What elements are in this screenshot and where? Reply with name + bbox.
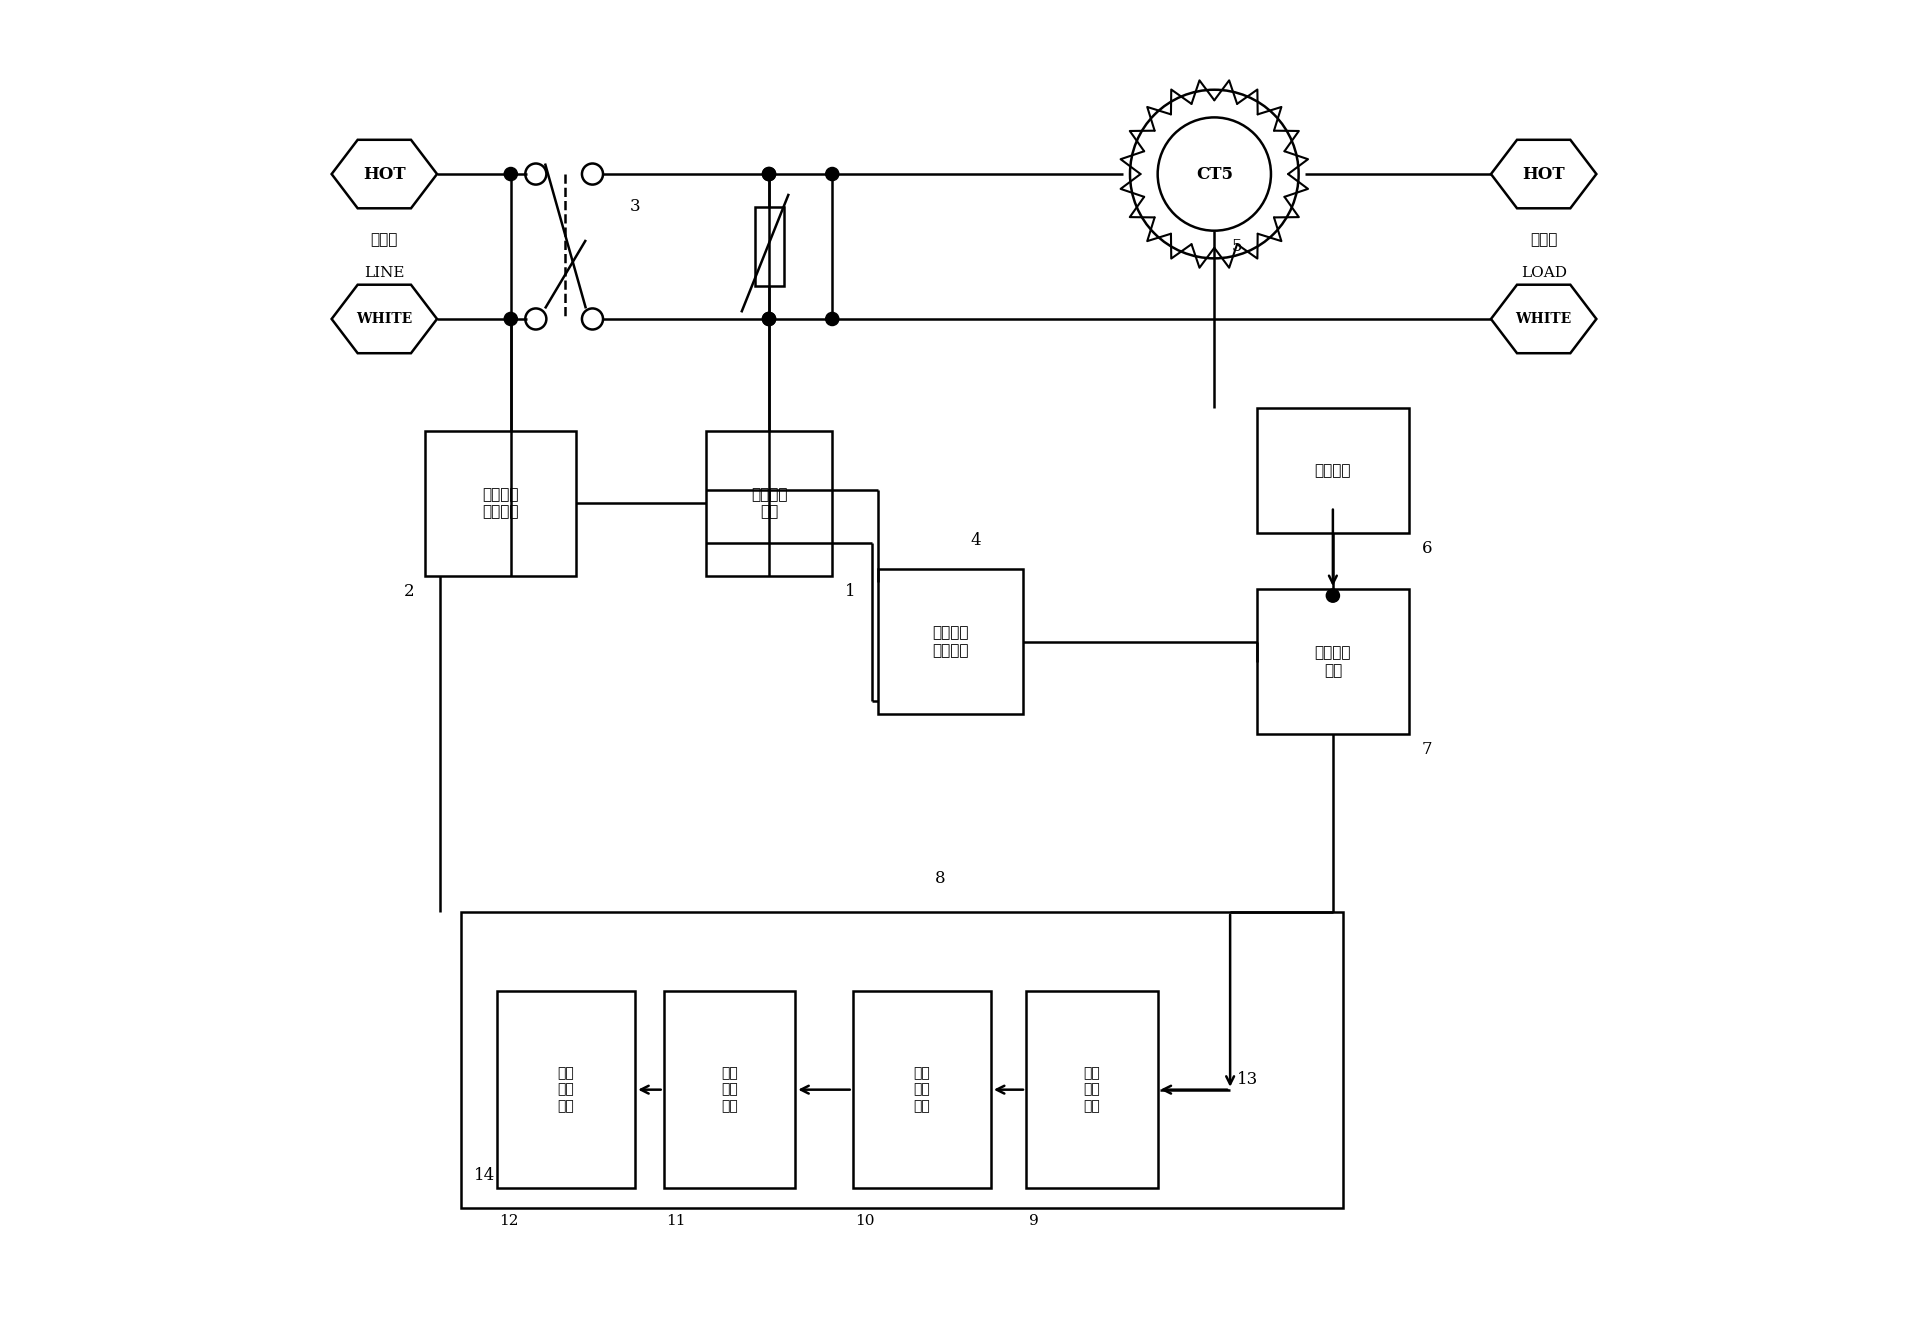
Text: 第一
放大
电路: 第一 放大 电路 — [1084, 1066, 1101, 1113]
Text: 11: 11 — [667, 1215, 686, 1229]
Text: 8: 8 — [935, 871, 945, 888]
Text: 第一
触发
电路: 第一 触发 电路 — [721, 1066, 738, 1113]
Text: 3: 3 — [629, 198, 640, 216]
Text: HOT: HOT — [1523, 165, 1566, 183]
Text: 6: 6 — [1421, 540, 1433, 557]
Text: 10: 10 — [856, 1215, 875, 1229]
Circle shape — [762, 312, 775, 325]
Text: 第二
触发
电路: 第二 触发 电路 — [557, 1066, 575, 1113]
Text: 12: 12 — [499, 1215, 519, 1229]
Bar — [1026, 991, 1157, 1188]
Text: 13: 13 — [1236, 1070, 1257, 1088]
Text: LINE: LINE — [364, 266, 405, 280]
Text: HOT: HOT — [362, 165, 405, 183]
Text: 输入端: 输入端 — [370, 233, 397, 247]
Bar — [852, 991, 991, 1188]
Circle shape — [825, 312, 839, 325]
Circle shape — [762, 168, 775, 181]
Bar — [754, 206, 783, 286]
Bar — [1257, 589, 1409, 734]
Text: 9: 9 — [1028, 1215, 1039, 1229]
Text: 1: 1 — [844, 583, 856, 601]
Text: 相移网络
电路: 相移网络 电路 — [1315, 646, 1352, 677]
Text: 5: 5 — [1232, 238, 1242, 255]
Bar — [424, 431, 576, 576]
Text: 7: 7 — [1421, 741, 1433, 758]
Text: 模拟电弧
试验电路: 模拟电弧 试验电路 — [933, 626, 970, 658]
Text: 输出端: 输出端 — [1531, 233, 1558, 247]
Text: 电弧故障
驱动电路: 电弧故障 驱动电路 — [482, 487, 519, 520]
Bar — [461, 912, 1344, 1208]
Circle shape — [505, 168, 517, 181]
Text: 电源供电
电路: 电源供电 电路 — [750, 487, 787, 520]
Bar — [706, 431, 831, 576]
Text: LOAD: LOAD — [1521, 266, 1567, 280]
Circle shape — [762, 312, 775, 325]
Circle shape — [825, 168, 839, 181]
Text: 4: 4 — [970, 532, 981, 549]
Text: 14: 14 — [474, 1167, 495, 1184]
Bar — [497, 991, 636, 1188]
Text: 2: 2 — [403, 583, 415, 601]
Bar — [663, 991, 796, 1188]
Text: WHITE: WHITE — [357, 312, 413, 325]
Text: 稳压电路: 稳压电路 — [1315, 463, 1352, 478]
Text: CT5: CT5 — [1195, 165, 1232, 183]
Bar — [1257, 407, 1409, 533]
Circle shape — [762, 168, 775, 181]
Circle shape — [505, 312, 517, 325]
Bar — [879, 569, 1024, 714]
Circle shape — [1326, 589, 1340, 602]
Text: 第二
放大
电路: 第二 放大 电路 — [914, 1066, 929, 1113]
Text: WHITE: WHITE — [1515, 312, 1571, 325]
